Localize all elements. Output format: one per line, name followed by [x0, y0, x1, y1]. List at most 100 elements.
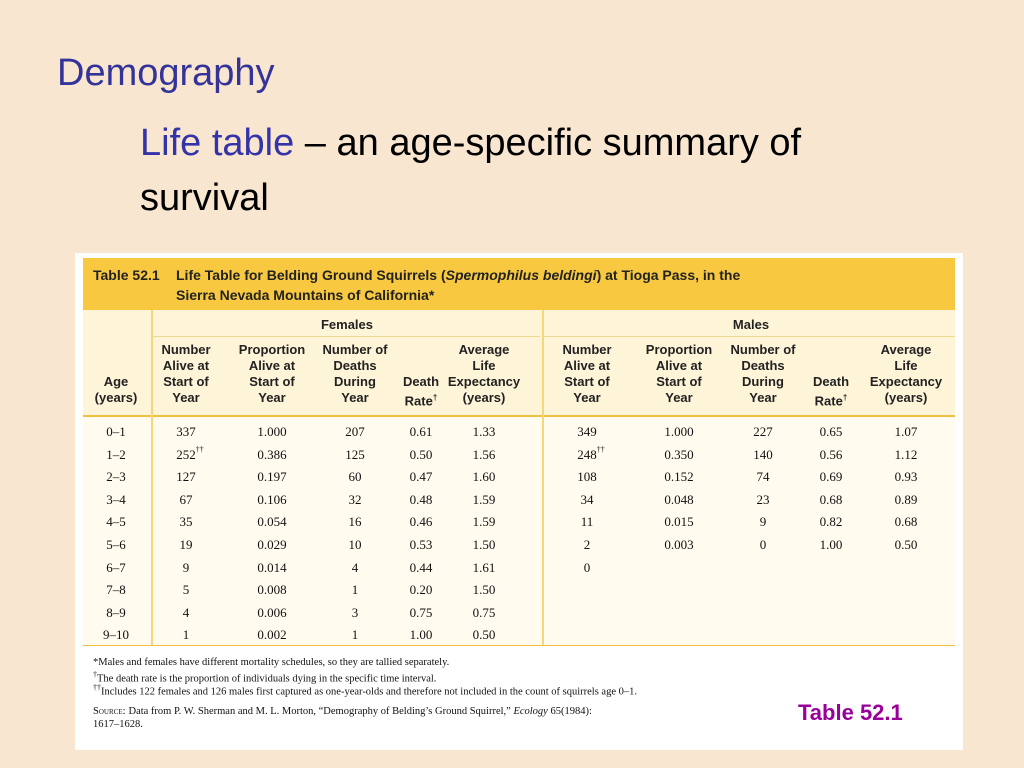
header-line: Deaths: [741, 358, 785, 373]
column-header: Average Life Expectancy (years): [448, 342, 520, 406]
data-cell: 0.44: [409, 559, 433, 575]
data-cell: 207: [345, 424, 365, 439]
data-cell: 0.75: [472, 604, 496, 620]
header-line: (years): [462, 390, 506, 405]
column-header: Age: [103, 374, 129, 389]
caption: Life Table for Belding Ground Squirrels …: [176, 267, 740, 283]
age-cell: 4–5: [106, 514, 126, 530]
data-cell: 0.61: [409, 424, 433, 439]
caption-italic: Spermophilus beldingi: [445, 267, 597, 283]
data-cell: 4: [182, 604, 190, 620]
data-cell: 0.152: [664, 469, 694, 485]
data-cell: 0.20: [409, 582, 433, 598]
header-area: [83, 310, 955, 417]
data-cell: 19: [179, 537, 193, 552]
data-cell: 1.00: [819, 537, 843, 552]
data-cell: 1.56: [472, 446, 496, 462]
data-cell: 1.12: [894, 446, 918, 462]
divider: [542, 310, 544, 645]
data-cell: 248 ††: [577, 445, 605, 463]
data-cell: 5: [182, 582, 190, 598]
header-line: Number: [562, 342, 612, 357]
dagger: †: [93, 670, 97, 679]
header-line: Start of: [163, 374, 209, 389]
data-cell: 0.46: [409, 514, 433, 530]
data-cell: 0.50: [409, 446, 433, 462]
body-area: [83, 417, 955, 646]
header-line: Alive at: [563, 358, 611, 373]
data-cell: 16: [348, 514, 362, 530]
data-cell: 0.82: [819, 514, 843, 530]
data-cell: 9: [759, 514, 767, 530]
dagger: †: [432, 393, 438, 402]
column-header: Proportion Alive at Start of Year: [239, 342, 305, 406]
group-header: Females: [320, 317, 374, 332]
data-cell: 23: [756, 491, 770, 507]
caption-number: Table 52.1: [93, 267, 160, 283]
header-line: Expectancy: [869, 374, 943, 389]
age-cell: 2–3: [106, 469, 126, 485]
data-cell: 1.50: [472, 537, 496, 552]
age-cell: 0–1: [106, 424, 126, 439]
header-line: Alive at: [162, 358, 210, 373]
header-line: During: [334, 374, 376, 389]
header-line: Proportion: [238, 342, 306, 357]
header-line: Start of: [656, 374, 702, 389]
data-cell: 0.014: [257, 559, 287, 575]
subtitle: Life table – an age-specific summary of: [140, 122, 801, 165]
source-text: 1617–1628.: [93, 719, 143, 730]
header-line: Year: [172, 390, 200, 405]
header-line: Expectancy: [447, 374, 521, 389]
header-line: Average: [880, 342, 932, 357]
dagger: ††: [195, 444, 204, 454]
data-cell: 10: [348, 537, 362, 552]
data-cell: 0.006: [257, 604, 287, 620]
data-cell: 0.008: [257, 582, 287, 598]
data-cell: 337: [176, 424, 196, 439]
data-cell: 67: [179, 491, 193, 507]
header-line: Number of: [322, 342, 388, 357]
data-cell: 1: [351, 627, 359, 643]
slide-label: Table 52.1: [798, 700, 903, 725]
header-line: Alive at: [248, 358, 296, 373]
caption-text: Life Table for Belding Ground Squirrels …: [176, 267, 446, 283]
data-cell: 0.048: [664, 491, 694, 507]
data-cell: 1.33: [472, 424, 496, 439]
age-cell: 3–4: [106, 491, 126, 507]
footnote-text: The death rate is the proportion of indi…: [97, 673, 437, 685]
data-cell: 0.68: [894, 514, 918, 530]
footnote-text: *Males and females have different mortal…: [93, 657, 450, 668]
data-cell: 0.47: [409, 469, 433, 485]
data-cell: 0.197: [257, 469, 287, 485]
data-cell: 0.89: [894, 491, 918, 507]
dagger: †: [842, 393, 848, 402]
data-cell: 0.65: [819, 424, 843, 439]
slide-title: Demography: [57, 52, 275, 94]
header-line: Life: [894, 358, 918, 373]
data-cell: 2: [583, 537, 591, 552]
data-cell: 3: [351, 604, 359, 620]
data-cell: 0.75: [409, 604, 433, 620]
data-cell: 0.029: [257, 537, 287, 552]
header-line: Average: [458, 342, 510, 357]
rule: [544, 336, 955, 337]
group-header: Males: [732, 317, 770, 332]
data-cell: 1: [351, 582, 359, 598]
header-line: Life: [472, 358, 496, 373]
rule: [152, 336, 540, 337]
data-cell: 0.015: [664, 514, 694, 530]
source-text: Ecology: [513, 706, 548, 717]
data-cell: 0.106: [257, 491, 287, 507]
column-header: Average Life Expectancy (years): [870, 342, 942, 406]
data-cell: 349: [577, 424, 597, 439]
header-line: Number of: [730, 342, 796, 357]
cell-text: 252: [176, 446, 196, 462]
data-cell: 1.61: [472, 559, 496, 575]
column-header: Number Alive at Start of Year: [562, 342, 611, 406]
dagger: ††: [93, 683, 101, 692]
footnote: ††Includes 122 females and 126 males fir…: [93, 683, 637, 698]
header-line: Year: [573, 390, 601, 405]
data-cell: 1.59: [472, 491, 496, 507]
age-cell: 9–10: [103, 627, 129, 643]
